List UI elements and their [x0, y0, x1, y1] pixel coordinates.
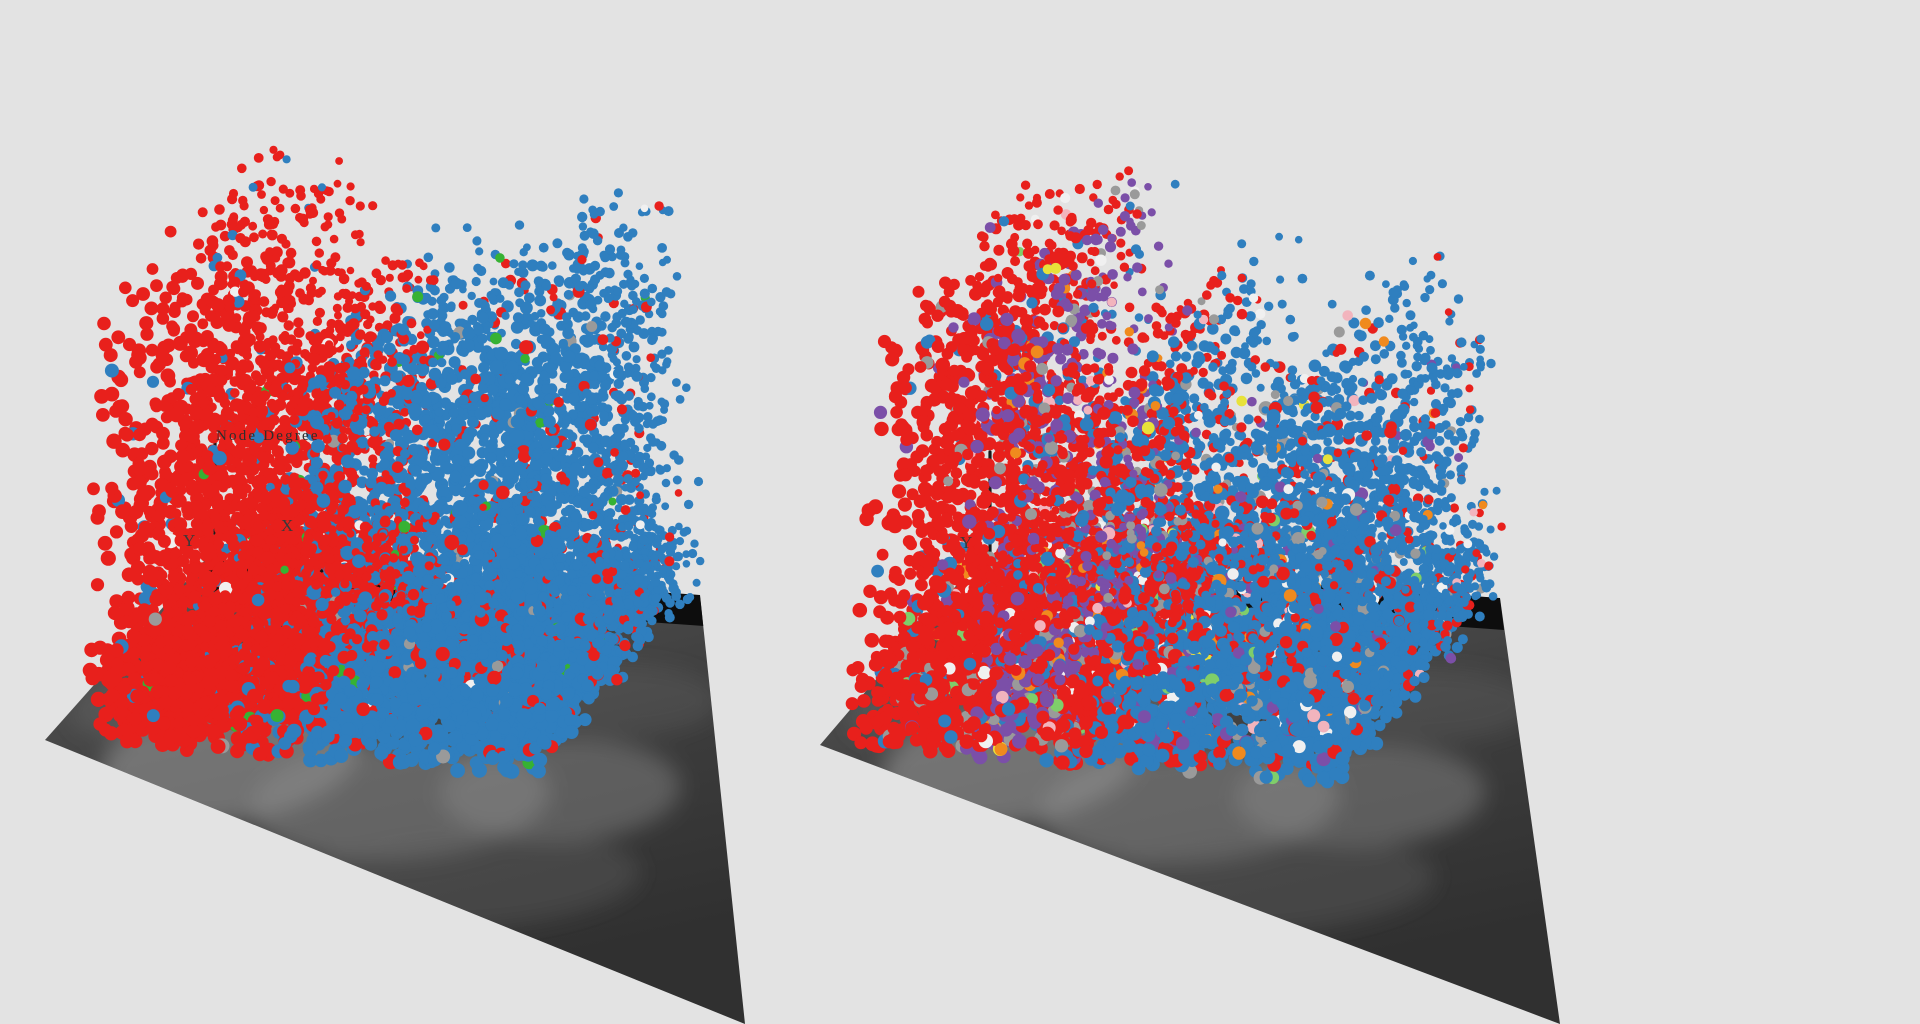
left-panel-plot — [45, 145, 745, 1024]
left-panel: Node Degree Y X — [0, 0, 790, 1024]
scatter-points — [82, 145, 705, 779]
right-panel-plot — [820, 166, 1560, 1024]
right-panel: Y — [800, 0, 1920, 1024]
scatter-points — [845, 166, 1506, 789]
